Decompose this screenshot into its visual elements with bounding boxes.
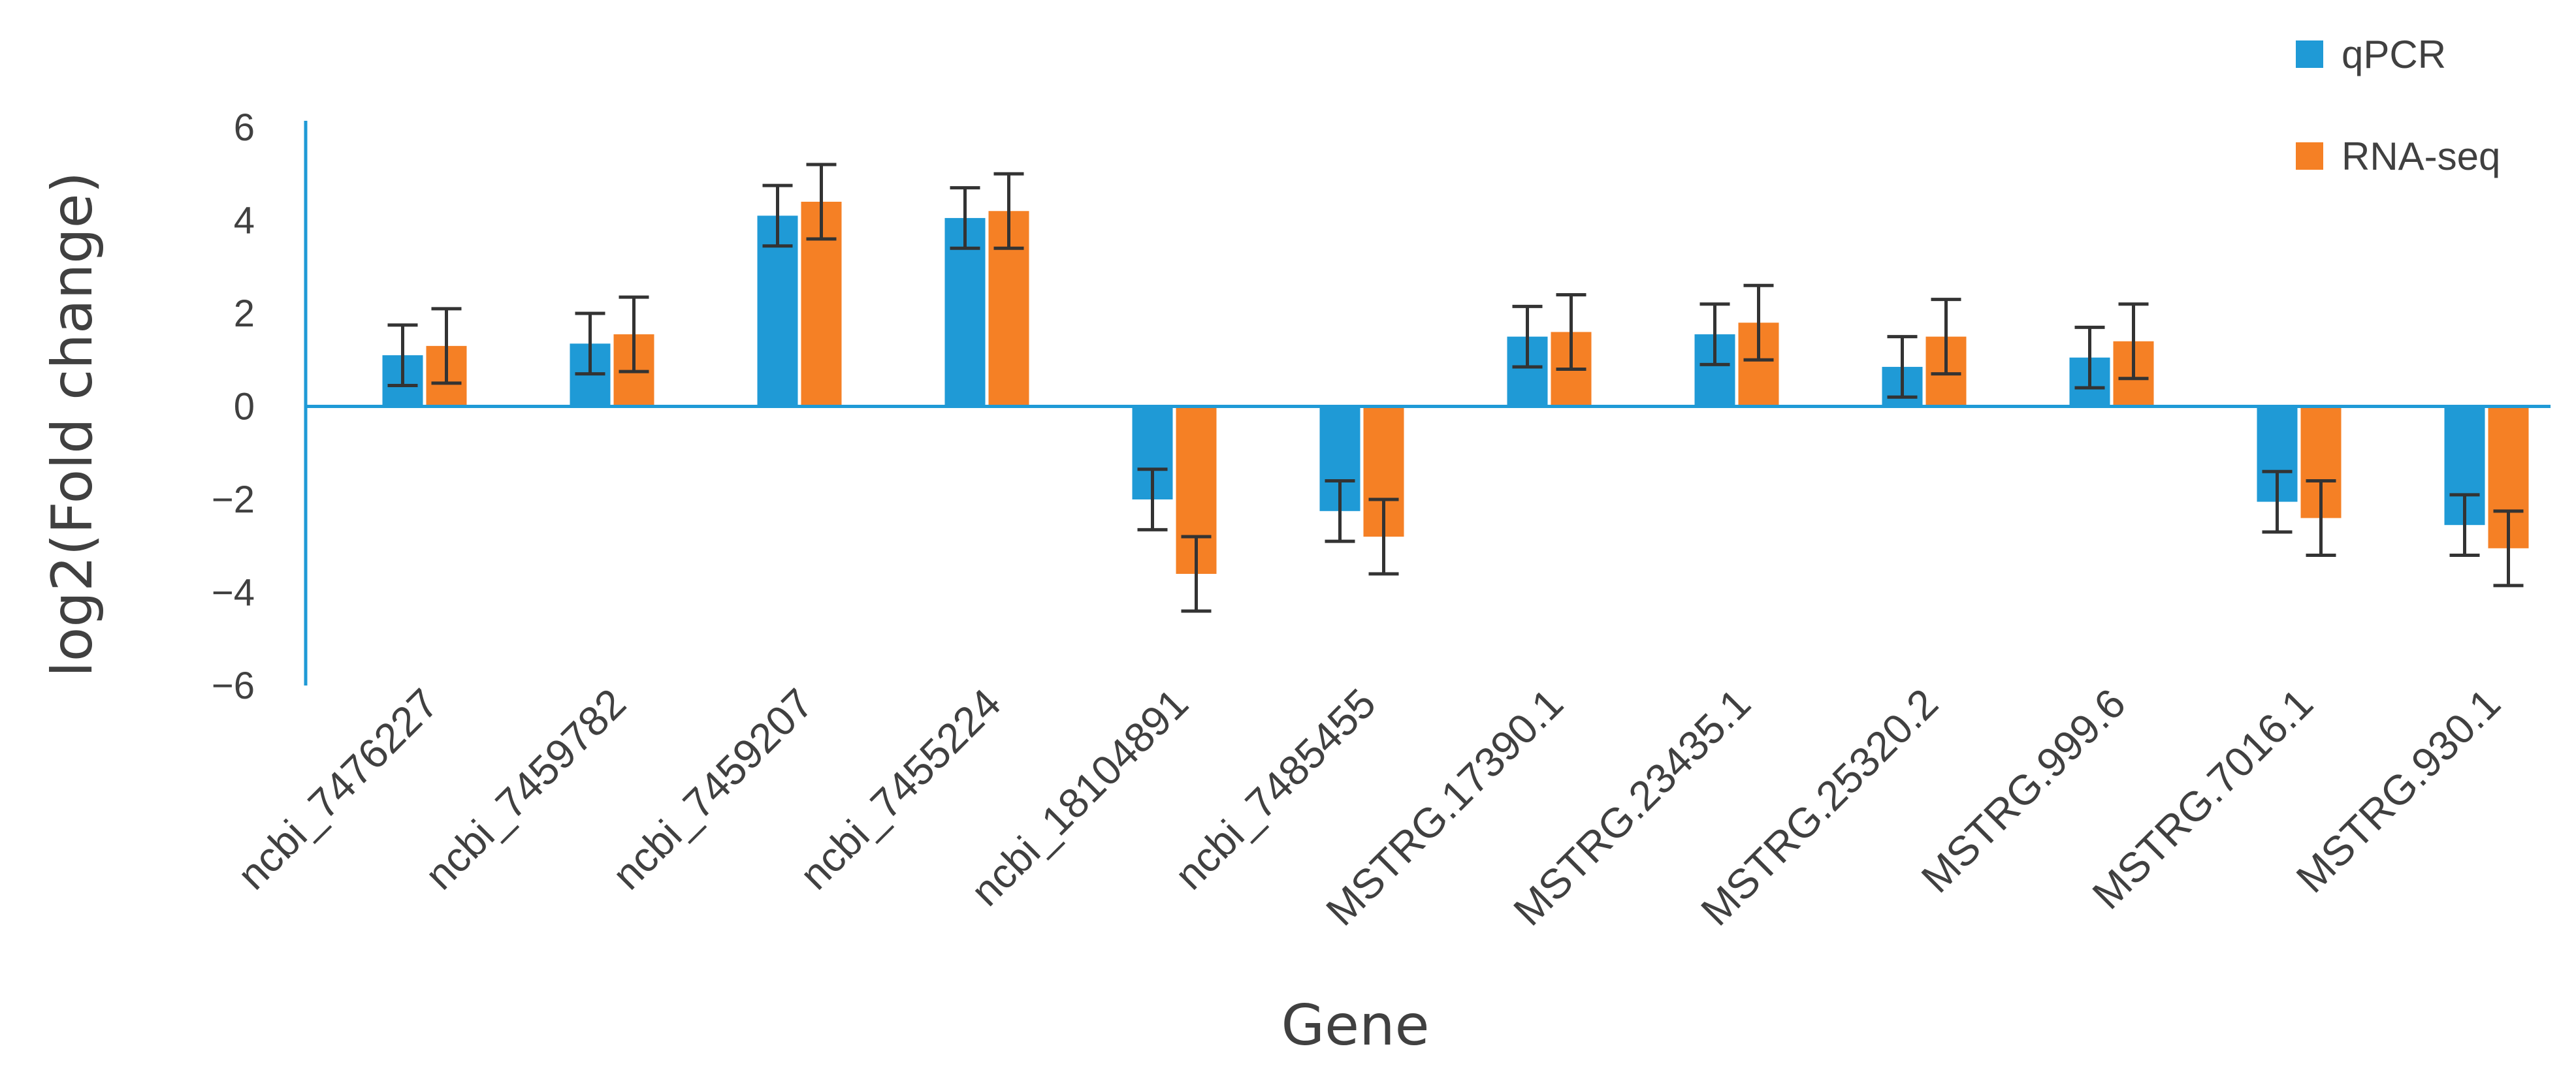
error-bars-layer bbox=[387, 163, 2524, 613]
y-tick-label: 4 bbox=[234, 200, 255, 242]
y-axis-title: log2(Fold change) bbox=[40, 172, 105, 677]
error-bar-qpcr-mstrg-930-1 bbox=[2449, 493, 2480, 557]
error-bar-qpcr-ncbi-7485455 bbox=[1325, 479, 1355, 543]
error-bar-rna-seq-mstrg-17390-1 bbox=[1556, 293, 1586, 371]
error-bar-qpcr-mstrg-999-6 bbox=[2074, 325, 2105, 390]
error-bar-qpcr-mstrg-7016-1 bbox=[2262, 469, 2293, 534]
y-tick-label: 2 bbox=[234, 292, 255, 335]
x-category-label: ncbi_7485455 bbox=[1166, 680, 1385, 898]
legend-swatch-rna-seq bbox=[2296, 142, 2323, 170]
error-bar-rna-seq-ncbi-7459207 bbox=[806, 163, 837, 241]
y-tick-label: 6 bbox=[234, 106, 255, 149]
y-tick-label: −2 bbox=[212, 479, 255, 521]
legend: qPCR RNA-seq bbox=[2296, 33, 2500, 178]
error-bar-rna-seq-mstrg-25320-2 bbox=[1931, 298, 1961, 376]
x-category-label: ncbi_7476227 bbox=[229, 680, 447, 898]
error-bar-qpcr-ncbi-7459207 bbox=[762, 183, 793, 248]
error-bar-rna-seq-ncbi-7476227 bbox=[431, 307, 462, 385]
y-tick-label: 0 bbox=[234, 386, 255, 428]
error-bar-qpcr-ncbi-7455224 bbox=[950, 186, 980, 250]
error-bar-qpcr-mstrg-17390-1 bbox=[1512, 304, 1543, 369]
error-bar-qpcr-ncbi-7459782 bbox=[575, 311, 605, 376]
error-bar-qpcr-ncbi-18104891 bbox=[1137, 467, 1168, 531]
error-bar-rna-seq-ncbi-7455224 bbox=[993, 172, 1024, 250]
x-category-label: ncbi_7459782 bbox=[416, 680, 635, 898]
error-bar-rna-seq-mstrg-999-6 bbox=[2118, 302, 2149, 381]
error-bar-rna-seq-ncbi-7485455 bbox=[1368, 497, 1399, 576]
axes-layer bbox=[304, 121, 2551, 686]
y-tick-label: −6 bbox=[212, 665, 255, 707]
error-bar-qpcr-ncbi-7476227 bbox=[387, 323, 418, 387]
error-bar-rna-seq-ncbi-18104891 bbox=[1181, 535, 1212, 613]
bars-layer bbox=[382, 202, 2529, 574]
error-bar-rna-seq-ncbi-7459782 bbox=[619, 295, 649, 373]
x-axis-title: Gene bbox=[1281, 993, 1430, 1058]
error-bar-rna-seq-mstrg-23435-1 bbox=[1743, 283, 1774, 362]
error-bar-qpcr-mstrg-25320-2 bbox=[1887, 335, 1918, 399]
legend-label-rna-seq: RNA-seq bbox=[2342, 134, 2500, 178]
x-category-label: ncbi_7459207 bbox=[604, 680, 822, 898]
legend-label-qpcr: qPCR bbox=[2342, 33, 2446, 76]
y-tick-labels: 6 4 2 0 −2 −4 −6 bbox=[212, 106, 255, 707]
error-bar-rna-seq-mstrg-930-1 bbox=[2493, 509, 2524, 588]
x-category-label: ncbi_7455224 bbox=[791, 680, 1010, 898]
x-category-labels: ncbi_7476227ncbi_7459782ncbi_7459207ncbi… bbox=[229, 680, 2509, 934]
legend-swatch-qpcr bbox=[2296, 40, 2323, 68]
error-bar-rna-seq-mstrg-7016-1 bbox=[2306, 479, 2336, 557]
error-bar-qpcr-mstrg-23435-1 bbox=[1699, 302, 1730, 366]
y-tick-label: −4 bbox=[212, 572, 255, 614]
